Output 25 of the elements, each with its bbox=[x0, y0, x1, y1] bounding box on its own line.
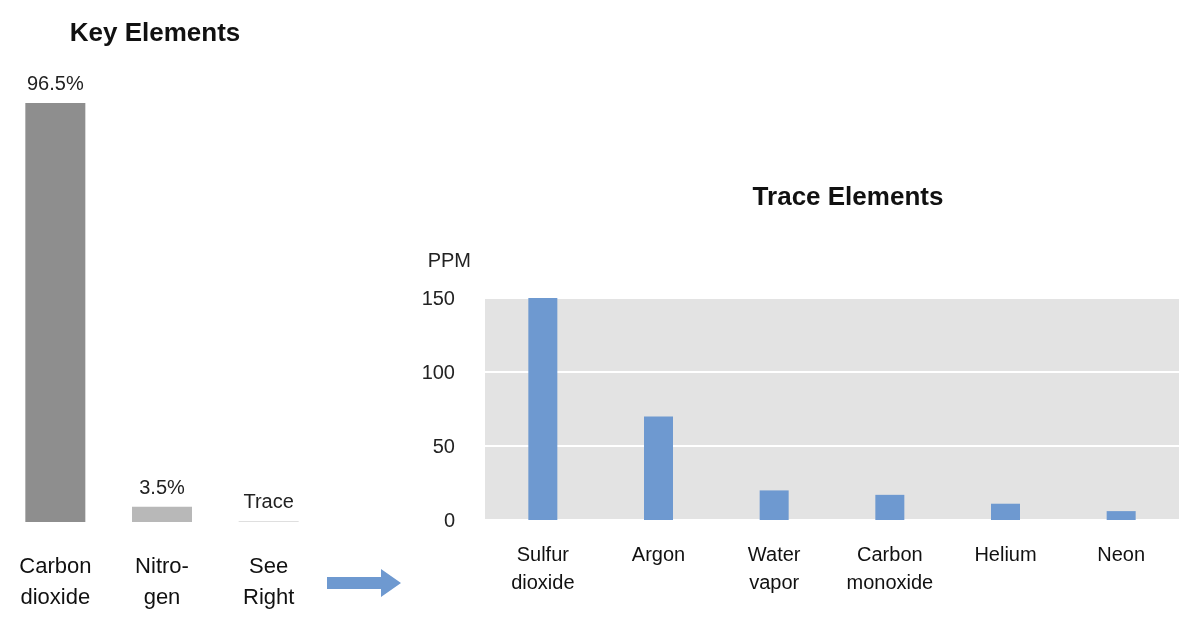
y-tick-label: 150 bbox=[421, 287, 455, 309]
x-tick-label: Neon bbox=[1097, 543, 1146, 565]
y-tick-label: 50 bbox=[432, 435, 455, 457]
bar bbox=[875, 494, 905, 520]
data-label: 3.5% bbox=[139, 475, 186, 498]
x-tick-label: Carbon dioxide bbox=[19, 552, 92, 609]
x-tick-label: Helium bbox=[974, 543, 1037, 565]
x-tick-label: Nitro- gen bbox=[135, 552, 189, 609]
bar bbox=[1106, 511, 1136, 520]
x-tick-label: See Right bbox=[242, 552, 295, 609]
bar bbox=[991, 503, 1020, 520]
chart-title: Key Elements bbox=[69, 17, 241, 47]
bar bbox=[644, 416, 673, 520]
y-tick-label: 0 bbox=[443, 509, 455, 531]
x-tick-label: Carbon monoxide bbox=[846, 543, 934, 593]
x-tick-label: Sulfur dioxide bbox=[511, 543, 575, 593]
y-tick-label: 100 bbox=[421, 361, 455, 383]
data-label: Trace bbox=[243, 490, 294, 513]
data-label: 96.5% bbox=[26, 72, 84, 94]
x-tick-label: Water vapor bbox=[747, 543, 801, 593]
y-axis-title: PPM bbox=[427, 249, 471, 271]
bar bbox=[759, 490, 789, 520]
chart-title: Trace Elements bbox=[752, 181, 944, 211]
bar bbox=[528, 298, 558, 520]
x-tick-label: Argon bbox=[631, 543, 686, 565]
